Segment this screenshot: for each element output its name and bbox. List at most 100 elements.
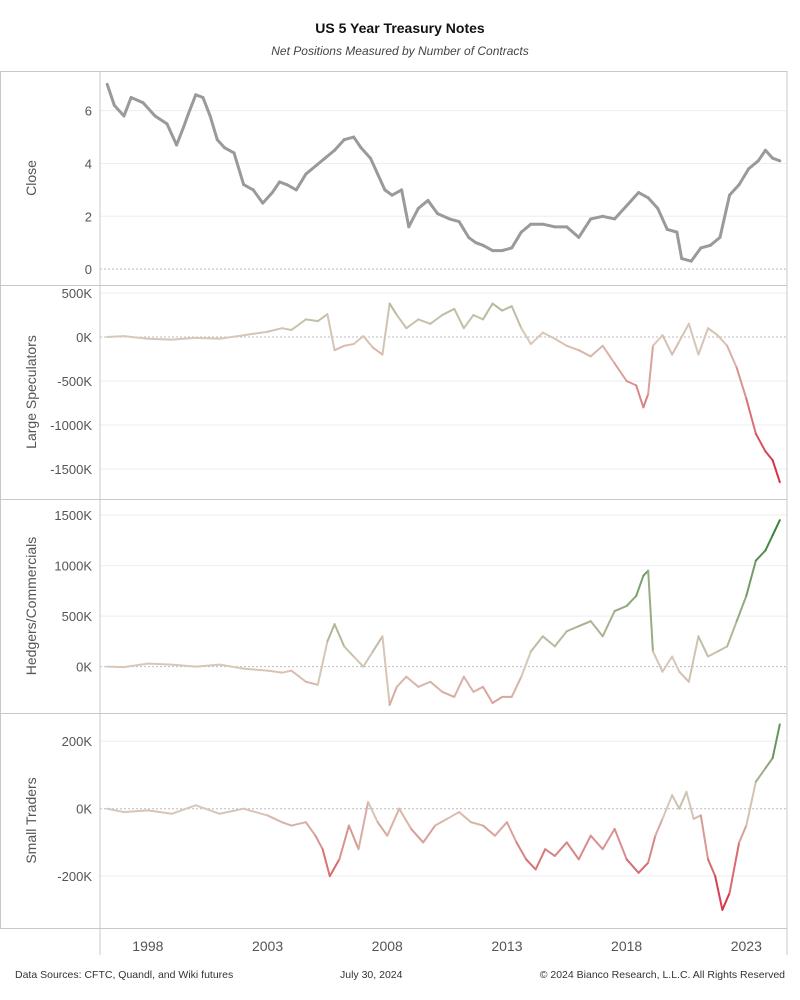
panel-border	[0, 285, 788, 500]
chart-title: US 5 Year Treasury Notes	[315, 20, 485, 36]
x-tick-label: 2018	[611, 938, 642, 954]
series-segment	[771, 156, 782, 163]
series-line	[106, 302, 781, 484]
series-line	[106, 723, 781, 911]
series-segment	[738, 824, 748, 844]
series-segment	[122, 335, 149, 340]
series-segment	[553, 630, 568, 648]
series-segment	[500, 246, 514, 253]
series-segment	[654, 817, 664, 837]
series-segment	[685, 790, 695, 820]
series-segment	[290, 669, 307, 683]
series-segment	[194, 336, 221, 340]
series-segment	[589, 344, 604, 358]
series-segment	[675, 230, 684, 261]
series-segment	[105, 82, 116, 107]
series-segment	[501, 305, 513, 312]
series-segment	[417, 318, 432, 325]
y-tick-label: -200K	[57, 869, 92, 884]
series-segment	[697, 327, 710, 356]
series-segment	[388, 302, 398, 316]
series-segment	[441, 307, 456, 316]
series-segment	[534, 848, 547, 871]
series-segment	[678, 322, 690, 343]
series-segment	[333, 344, 346, 352]
series-segment	[707, 327, 719, 337]
series-segment	[565, 841, 580, 861]
series-segment	[661, 334, 674, 356]
series-segment	[304, 680, 319, 686]
series-segment	[187, 93, 198, 115]
series-segment	[735, 366, 748, 400]
series-segment	[678, 790, 688, 810]
series-segment	[625, 594, 638, 607]
series-segment	[771, 723, 781, 760]
series-segment	[716, 645, 729, 653]
series-segment	[510, 305, 523, 330]
y-tick-label: 0K	[76, 330, 92, 345]
series-segment	[613, 827, 628, 861]
series-segment	[577, 834, 592, 861]
series-segment	[441, 690, 456, 698]
y-tick-label: 0K	[76, 660, 92, 675]
series-segment	[316, 313, 329, 323]
series-segment	[280, 669, 293, 674]
y-tick-label: 0K	[76, 802, 92, 817]
series-segment	[326, 313, 336, 352]
series-segment	[647, 344, 654, 396]
series-line	[105, 82, 782, 263]
panel-1: -1500K -1000K -500K 0K 500K Large Speculators	[0, 285, 788, 500]
series-segment	[763, 148, 775, 160]
series-segment	[625, 380, 638, 387]
y-tick-label: 500K	[62, 609, 93, 624]
chart-subtitle: Net Positions Measured by Number of Cont…	[271, 44, 529, 58]
series-segment	[280, 327, 293, 331]
series-segment	[601, 827, 616, 851]
series-segment	[112, 103, 126, 118]
series-segment	[687, 322, 700, 356]
series-segment	[680, 257, 693, 263]
series-segment	[457, 220, 471, 239]
series-segment	[544, 848, 556, 857]
series-segment	[708, 235, 722, 247]
series-segment	[446, 811, 461, 820]
series-segment	[754, 549, 767, 562]
series-segment	[472, 685, 484, 693]
series-segment	[541, 222, 557, 229]
panel-0: 0 2 4 6 Close	[0, 71, 788, 286]
series-line	[106, 519, 781, 706]
series-segment	[577, 217, 593, 239]
series-segment	[671, 794, 681, 810]
series-segment	[304, 318, 319, 323]
series-segment	[304, 821, 317, 837]
series-segment	[764, 757, 774, 770]
panel-3: -200K 0K 200K Small Traders	[0, 713, 788, 929]
series-segment	[153, 114, 169, 126]
series-segment	[716, 334, 729, 347]
series-segment	[678, 670, 690, 683]
series-segment	[625, 191, 641, 208]
series-segment	[735, 594, 748, 623]
y-tick-label: 0	[85, 262, 92, 277]
y-axis-title: Large Speculators	[23, 335, 39, 449]
series-segment	[328, 858, 341, 878]
series-segment	[266, 327, 283, 333]
series-segment	[637, 861, 650, 874]
series-segment	[589, 834, 604, 851]
series-segment	[232, 151, 246, 187]
y-tick-label: 4	[85, 156, 92, 171]
series-segment	[395, 675, 408, 688]
series-segment	[665, 227, 679, 234]
series-segment	[745, 397, 757, 435]
series-segment	[405, 675, 420, 688]
series-segment	[481, 685, 494, 704]
series-segment	[326, 623, 336, 643]
series-segment	[754, 432, 767, 453]
series-segment	[553, 337, 568, 347]
series-segment	[343, 645, 355, 658]
series-segment	[589, 620, 604, 638]
series-segment	[410, 827, 425, 844]
series-segment	[707, 650, 719, 658]
series-segment	[472, 314, 484, 321]
series-segment	[697, 635, 710, 658]
